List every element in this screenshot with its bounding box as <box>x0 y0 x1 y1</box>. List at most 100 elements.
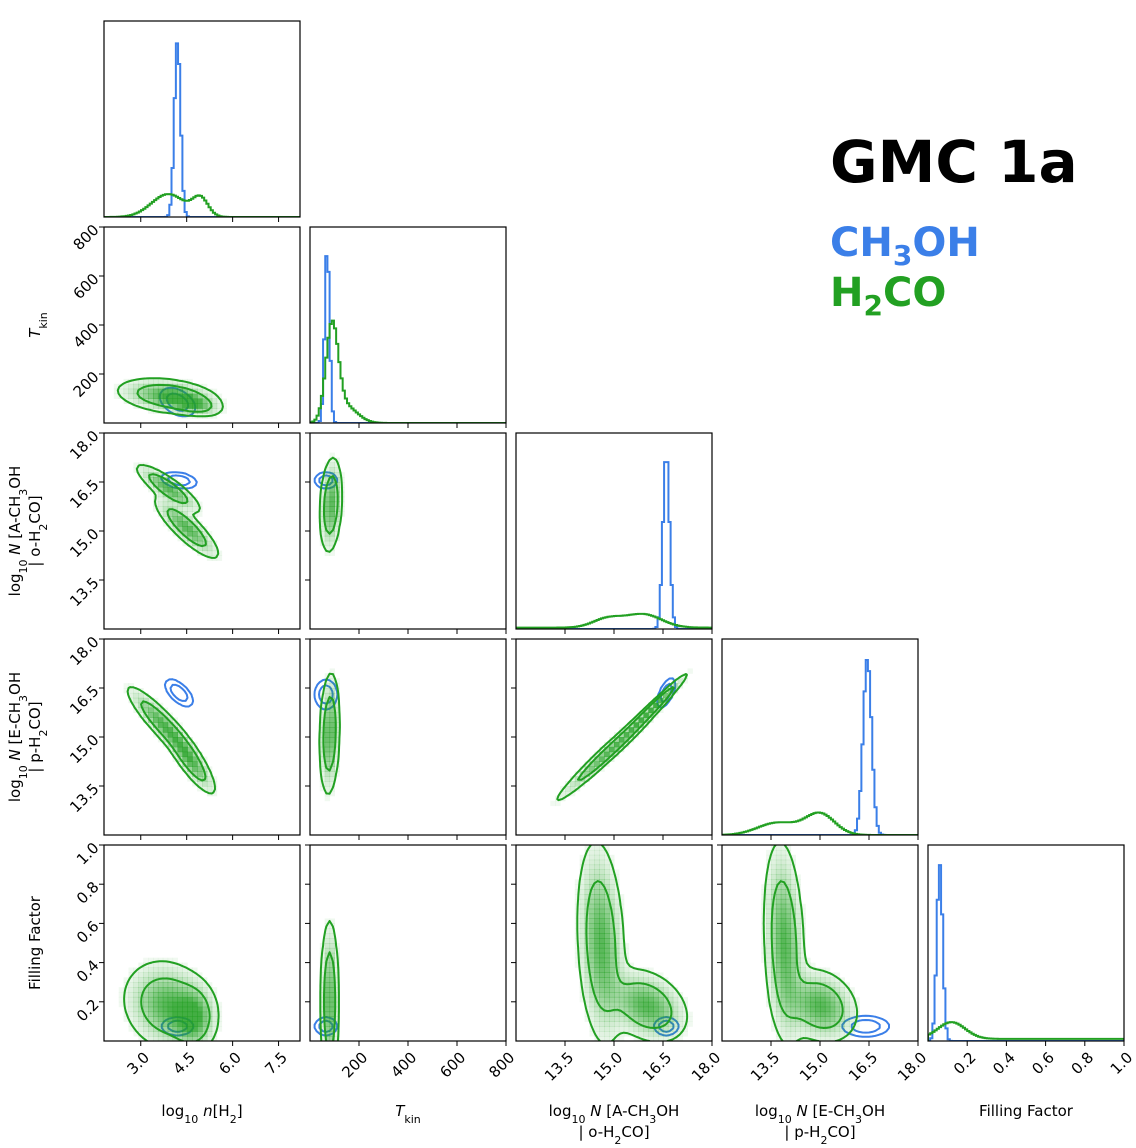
histogram-ch3oh-lognH2 <box>104 42 300 217</box>
x-tick-label: 16.5 <box>845 1049 881 1085</box>
histogram-ch3oh-ff <box>928 864 1124 1041</box>
contour-panel-ff-vs-logNE <box>761 845 890 1041</box>
panel-frame <box>103 20 301 218</box>
histogram-panel-logNA <box>516 461 712 629</box>
contour-h2co-level <box>140 700 207 782</box>
y-tick-label: 15.0 <box>66 525 102 561</box>
contour-h2co-level <box>762 845 859 1041</box>
legend-entry-h2co: H2CO <box>830 270 947 322</box>
contour-h2co-level <box>319 920 340 1041</box>
y-tick-label: 0.6 <box>73 917 103 947</box>
y-tick-label: 400 <box>70 319 103 352</box>
x-tick-label: 15.0 <box>796 1049 832 1085</box>
panel-frame <box>103 638 301 836</box>
contour-h2co-level <box>126 686 216 795</box>
x-tick-label: 800 <box>485 1049 518 1082</box>
histogram-panel-ff <box>928 864 1124 1041</box>
histogram-panel-logNE <box>722 659 918 835</box>
x-tick-label: 200 <box>338 1049 371 1082</box>
contour-ch3oh-level <box>169 683 189 702</box>
x-tick-label: 1.0 <box>1107 1049 1136 1079</box>
histogram-h2co-lognH2 <box>104 193 300 217</box>
y-tick-label: 15.0 <box>66 731 102 767</box>
contour-h2co-level <box>136 383 213 413</box>
x-tick-label: 4.5 <box>169 1049 199 1079</box>
contour-panel-logNA-vs-lognH2 <box>133 462 223 561</box>
contour-panel-ff-vs-lognH2 <box>118 957 223 1041</box>
panel-frame <box>927 844 1125 1042</box>
y-tick-label: 0.8 <box>73 878 103 908</box>
x-axis-label-logNE: log10 N [E-CH3OH <box>755 1102 885 1126</box>
histogram-panel-Tkin <box>310 255 506 423</box>
y-axis-label-Tkin: Tkin <box>26 312 50 338</box>
contour-panel-ff-vs-Tkin <box>313 918 340 1041</box>
x-tick-label: 6.0 <box>215 1049 245 1079</box>
y-axis-label-line2-logNA: | o-H2CO] <box>26 495 50 566</box>
histogram-h2co-ff <box>928 1021 1124 1041</box>
y-tick-label: 18.0 <box>66 633 102 669</box>
y-tick-label: 16.5 <box>66 682 102 718</box>
contour-panel-Tkin-vs-lognH2 <box>113 377 227 419</box>
y-tick-label: 13.5 <box>66 574 102 610</box>
contour-ch3oh-level <box>850 1019 881 1034</box>
contour-h2co-level <box>770 880 844 1029</box>
panel-frame <box>721 638 919 836</box>
contour-ch3oh-level <box>841 1014 890 1038</box>
contour-h2co-level <box>135 464 220 559</box>
contour-panel-logNE-vs-lognH2 <box>123 678 218 797</box>
y-tick-label: 1.0 <box>73 839 103 869</box>
x-tick-label: 13.5 <box>541 1049 577 1085</box>
histogram-ch3oh-logNE <box>722 659 918 835</box>
x-tick-label: 7.5 <box>261 1049 291 1079</box>
contour-h2co-level <box>323 951 337 1041</box>
y-tick-label: 200 <box>70 368 103 401</box>
contour-h2co-level <box>323 475 339 535</box>
x-tick-label: 16.5 <box>639 1049 675 1085</box>
x-tick-label: 0.2 <box>950 1049 980 1079</box>
contour-h2co-level <box>576 845 689 1041</box>
x-axis-label-logNA: log10 N [A-CH3OH <box>549 1102 680 1126</box>
y-tick-label: 0.2 <box>73 996 103 1026</box>
contour-h2co-level <box>318 672 341 795</box>
contour-panel-logNE-vs-Tkin <box>313 668 341 802</box>
x-axis-label-ff: Filling Factor <box>979 1102 1074 1120</box>
contour-h2co-level <box>322 696 337 772</box>
x-tick-label: 3.0 <box>124 1049 154 1079</box>
contour-panel-logNE-vs-logNA <box>550 668 693 807</box>
x-tick-label: 400 <box>387 1049 420 1082</box>
x-axis-label-Tkin: Tkin <box>395 1102 421 1126</box>
contour-h2co-level <box>585 880 673 1029</box>
x-tick-label: 0.6 <box>1028 1049 1058 1079</box>
contour-h2co-level <box>123 960 220 1041</box>
histogram-h2co-logNA <box>516 612 712 629</box>
y-tick-label: 16.5 <box>66 476 102 512</box>
x-tick-label: 0.4 <box>989 1049 1019 1079</box>
y-tick-label: 18.0 <box>66 427 102 463</box>
x-tick-label: 18.0 <box>894 1049 930 1085</box>
y-axis-label-ff: Filling Factor <box>26 895 44 990</box>
y-axis-label-line2-logNE: | p-H2CO] <box>26 701 50 772</box>
contour-h2co-level <box>577 686 675 781</box>
x-tick-label: 13.5 <box>747 1049 783 1085</box>
contour-h2co-level <box>116 377 224 418</box>
histogram-ch3oh-Tkin <box>310 255 506 423</box>
panel-frame <box>515 432 713 630</box>
histogram-h2co-logNE <box>722 811 918 835</box>
plot-title: GMC 1a <box>830 128 1078 196</box>
contour-panel-logNA-vs-Tkin <box>313 452 345 556</box>
histogram-h2co-Tkin <box>310 319 506 423</box>
contour-h2co-level <box>140 977 211 1041</box>
histogram-panel-lognH2 <box>104 42 300 217</box>
x-tick-label: 15.0 <box>590 1049 626 1085</box>
legend-entry-ch3oh: CH3OH <box>830 220 980 272</box>
y-tick-label: 13.5 <box>66 780 102 816</box>
contour-ch3oh-level <box>163 678 195 708</box>
contour-h2co-level <box>318 456 344 553</box>
x-axis-label-line2-logNA: | o-H2CO] <box>578 1123 649 1147</box>
y-tick-label: 600 <box>70 270 103 303</box>
panel-frame <box>309 226 507 424</box>
x-tick-label: 18.0 <box>688 1049 724 1085</box>
x-tick-label: 0.8 <box>1068 1049 1098 1079</box>
y-tick-label: 800 <box>70 221 103 254</box>
